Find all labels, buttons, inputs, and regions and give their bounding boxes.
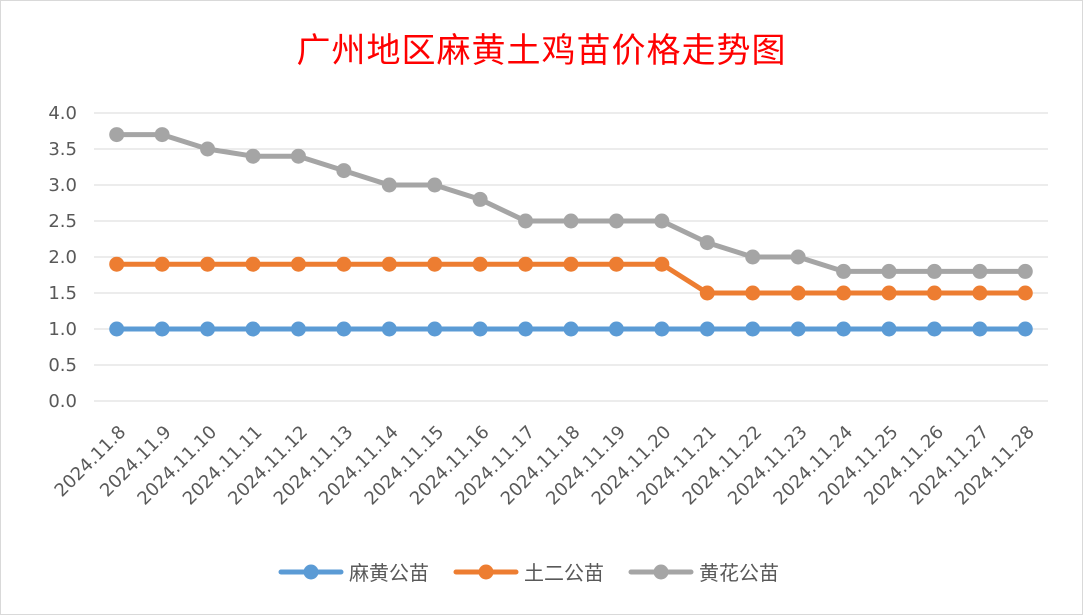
data-point [245, 321, 261, 337]
data-point [608, 321, 624, 337]
data-point [472, 256, 488, 272]
data-point [200, 256, 216, 272]
data-point [245, 148, 261, 164]
data-point [836, 263, 852, 279]
data-point [654, 213, 670, 229]
x-axis-ticks: 2024.11.82024.11.92024.11.102024.11.1120… [51, 422, 1039, 510]
data-point [381, 177, 397, 193]
y-tick-label: 4.0 [48, 103, 77, 124]
data-point [154, 321, 170, 337]
y-tick-label: 3.0 [48, 175, 77, 196]
data-point [1017, 321, 1033, 337]
data-point [654, 256, 670, 272]
legend-marker [478, 564, 494, 580]
data-point [881, 285, 897, 301]
y-tick-label: 1.5 [48, 283, 77, 304]
data-point [427, 256, 443, 272]
data-point [336, 321, 352, 337]
series-1 [109, 321, 1033, 337]
data-point [563, 321, 579, 337]
data-point [745, 285, 761, 301]
y-tick-label: 2.5 [48, 211, 77, 232]
data-point [336, 163, 352, 179]
data-point [381, 321, 397, 337]
y-tick-label: 0.5 [48, 355, 77, 376]
data-point [972, 321, 988, 337]
legend: 麻黄公苗 土二公苗 黄花公苗 [278, 561, 779, 585]
data-point [608, 256, 624, 272]
chart-title: 广州地区麻黄土鸡苗价格走势图 [296, 31, 787, 71]
data-point [472, 191, 488, 207]
data-point [790, 321, 806, 337]
data-point [699, 321, 715, 337]
data-point [427, 177, 443, 193]
data-point [245, 256, 261, 272]
data-point [699, 285, 715, 301]
data-point [518, 213, 534, 229]
series-3 [109, 127, 1033, 279]
data-point [881, 321, 897, 337]
data-point [790, 249, 806, 265]
data-point [290, 256, 306, 272]
data-point [563, 256, 579, 272]
data-point [336, 256, 352, 272]
legend-label: 黄花公苗 [699, 561, 779, 585]
data-point [200, 321, 216, 337]
data-point [972, 263, 988, 279]
data-point [926, 321, 942, 337]
data-point [836, 321, 852, 337]
data-point [290, 321, 306, 337]
data-point [836, 285, 852, 301]
legend-label: 麻黄公苗 [349, 561, 429, 585]
y-axis-ticks: 0.0 0.5 1.0 1.5 2.0 2.5 3.0 3.5 4.0 [48, 103, 77, 412]
data-point [654, 321, 670, 337]
data-point [881, 263, 897, 279]
data-point [745, 321, 761, 337]
data-point [1017, 285, 1033, 301]
legend-item: 麻黄公苗 [278, 561, 429, 585]
legend-marker [303, 564, 319, 580]
data-point [1017, 263, 1033, 279]
data-point [926, 263, 942, 279]
legend-marker [653, 564, 669, 580]
data-point [699, 235, 715, 251]
data-point [154, 127, 170, 143]
y-tick-label: 1.0 [48, 319, 77, 340]
data-point [154, 256, 170, 272]
legend-item: 黄花公苗 [628, 561, 779, 585]
y-tick-label: 2.0 [48, 247, 77, 268]
data-point [608, 213, 624, 229]
data-point [290, 148, 306, 164]
series-2 [109, 256, 1033, 301]
data-point [518, 321, 534, 337]
data-point [109, 127, 125, 143]
data-point [381, 256, 397, 272]
legend-item: 土二公苗 [453, 561, 604, 585]
data-point [563, 213, 579, 229]
data-point [200, 141, 216, 157]
data-point [972, 285, 988, 301]
y-tick-label: 3.5 [48, 139, 77, 160]
data-point [109, 321, 125, 337]
legend-label: 土二公苗 [524, 561, 604, 585]
data-point [109, 256, 125, 272]
data-point [427, 321, 443, 337]
data-point [518, 256, 534, 272]
data-point [926, 285, 942, 301]
data-point [472, 321, 488, 337]
data-point [790, 285, 806, 301]
y-tick-label: 0.0 [48, 391, 77, 412]
data-point [745, 249, 761, 265]
